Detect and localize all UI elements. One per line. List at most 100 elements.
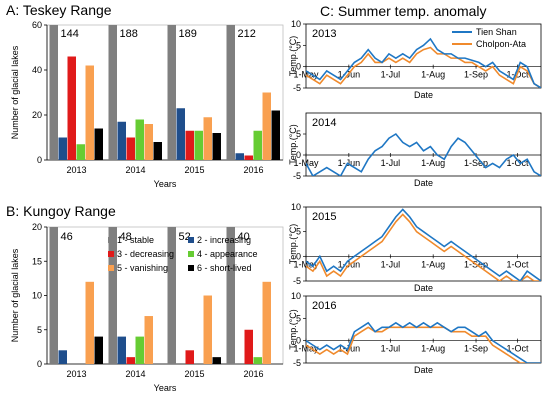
- y-axis-label: Temp.(°C): [288, 36, 298, 77]
- bar-stable: [108, 25, 117, 160]
- bar-short-lived: [271, 110, 280, 160]
- bar-appearance: [194, 130, 203, 160]
- year-label: 2015: [312, 211, 336, 223]
- y-axis-label: Number of glacial lakes: [10, 45, 20, 139]
- bar-vanishing: [144, 316, 153, 364]
- x-tick-label: 1-Oct: [506, 158, 529, 168]
- y-axis-label: Temp.(°C): [288, 224, 298, 265]
- legend-swatch: [188, 251, 194, 257]
- y-tick-label: 0: [296, 62, 301, 72]
- series-line-cholpon-ata: [306, 46, 541, 88]
- bar-vanishing: [85, 65, 94, 160]
- x-tick-label: 1-Oct: [506, 344, 529, 354]
- legend-label: Cholpon-Ata: [476, 39, 526, 49]
- legend-label: Tien Shan: [476, 27, 517, 37]
- bar-vanishing: [262, 92, 271, 160]
- y-tick-label: 10: [32, 291, 42, 301]
- x-tick-label: 1-Jul: [381, 344, 401, 354]
- y-tick-label: 5: [296, 227, 301, 237]
- x-tick-label: 2015: [184, 369, 204, 379]
- stable-count-label: 212: [238, 28, 256, 40]
- bar-appearance: [253, 357, 262, 364]
- legend-swatch: [108, 251, 114, 257]
- x-tick-label: 1-Aug: [421, 344, 445, 354]
- x-tick-label: 1-Jul: [381, 70, 401, 80]
- y-tick-label: 20: [32, 110, 42, 120]
- legend-label: 3 - decreasing: [117, 249, 174, 259]
- x-axis-label: Date: [414, 283, 433, 293]
- bar-increasing: [58, 350, 67, 364]
- x-axis-label: Years: [154, 383, 177, 393]
- legend-swatch: [188, 265, 194, 271]
- bar-short-lived: [153, 142, 162, 160]
- year-label: 2013: [312, 28, 336, 40]
- x-tick-label: 1-Sep: [464, 344, 488, 354]
- y-axis-label: Number of glacial lakes: [10, 248, 20, 342]
- stable-count-label: 48: [120, 231, 132, 243]
- legend-swatch: [188, 237, 194, 243]
- series-line-cholpon-ata: [306, 326, 541, 363]
- bar-decreasing: [126, 357, 135, 364]
- bar-appearance: [76, 144, 85, 160]
- stable-count-label: 189: [179, 28, 197, 40]
- x-tick-label: 1-May: [293, 344, 319, 354]
- legend: 1 - stable 2 - increasing 3 - decreasing 4 …: [108, 235, 258, 273]
- panel-title: C: Summer temp. anomaly: [320, 3, 487, 19]
- y-tick-label: 0: [296, 251, 301, 261]
- x-tick-label: 2013: [66, 369, 86, 379]
- y-tick-label: 0: [37, 155, 42, 165]
- bar-decreasing: [126, 137, 135, 160]
- bar-increasing: [235, 153, 244, 160]
- bar-short-lived: [212, 357, 221, 364]
- bar-stable: [226, 25, 235, 160]
- stable-count-label: 188: [120, 28, 138, 40]
- bar-decreasing: [244, 155, 253, 160]
- y-tick-label: 15: [32, 256, 42, 266]
- x-tick-label: 2016: [243, 369, 263, 379]
- y-tick-label: 0: [296, 336, 301, 346]
- year-label: 2016: [312, 300, 336, 312]
- plot-frame: [305, 206, 542, 282]
- x-tick-label: 2013: [66, 165, 86, 175]
- x-axis-label: Years: [154, 179, 177, 189]
- x-tick-label: 2014: [125, 165, 145, 175]
- bar-appearance: [253, 130, 262, 160]
- legend-label: 1 - stable: [117, 235, 154, 245]
- stable-count-label: 40: [238, 231, 250, 243]
- bar-decreasing: [67, 56, 76, 160]
- bar-panel-A: A: Teskey Range 0 20 40 60 144 2013 188 2014 189 2…: [6, 2, 284, 189]
- bar-vanishing: [203, 117, 212, 160]
- y-tick-label: -5: [293, 276, 301, 286]
- bar-decreasing: [244, 329, 253, 364]
- bar-short-lived: [94, 336, 103, 364]
- stable-count-label: 52: [179, 231, 191, 243]
- series-line-tien-shan: [306, 208, 541, 281]
- bar-decreasing: [185, 130, 194, 160]
- y-tick-label: 0: [296, 150, 301, 160]
- bar-short-lived: [212, 133, 221, 160]
- panel-title: A: Teskey Range: [6, 2, 112, 18]
- y-tick-label: -5: [293, 358, 301, 368]
- y-tick-label: -5: [293, 83, 301, 93]
- bar-increasing: [117, 121, 126, 160]
- y-tick-label: 5: [296, 129, 301, 139]
- y-tick-label: 10: [291, 202, 301, 212]
- bar-decreasing: [185, 350, 194, 364]
- y-tick-label: 5: [37, 325, 42, 335]
- y-tick-label: -5: [293, 171, 301, 181]
- legend: Tien Shan Cholpon-Ata: [452, 27, 526, 49]
- x-tick-label: 2014: [125, 369, 145, 379]
- bar-increasing: [117, 336, 126, 364]
- x-tick-label: 2015: [184, 165, 204, 175]
- plot-frame: [46, 24, 284, 161]
- x-tick-label: 1-Oct: [506, 259, 529, 269]
- legend-label: 6 - short-lived: [197, 263, 252, 273]
- bar-short-lived: [94, 128, 103, 160]
- bar-stable: [167, 227, 176, 364]
- y-tick-label: 5: [296, 313, 301, 323]
- x-tick-label: 1-May: [293, 259, 319, 269]
- series-line-tien-shan: [306, 132, 541, 176]
- bar-panel-B: B: Kungoy Range 0 5 10 15 20 46 2013 48 2014 52 201…: [6, 203, 284, 393]
